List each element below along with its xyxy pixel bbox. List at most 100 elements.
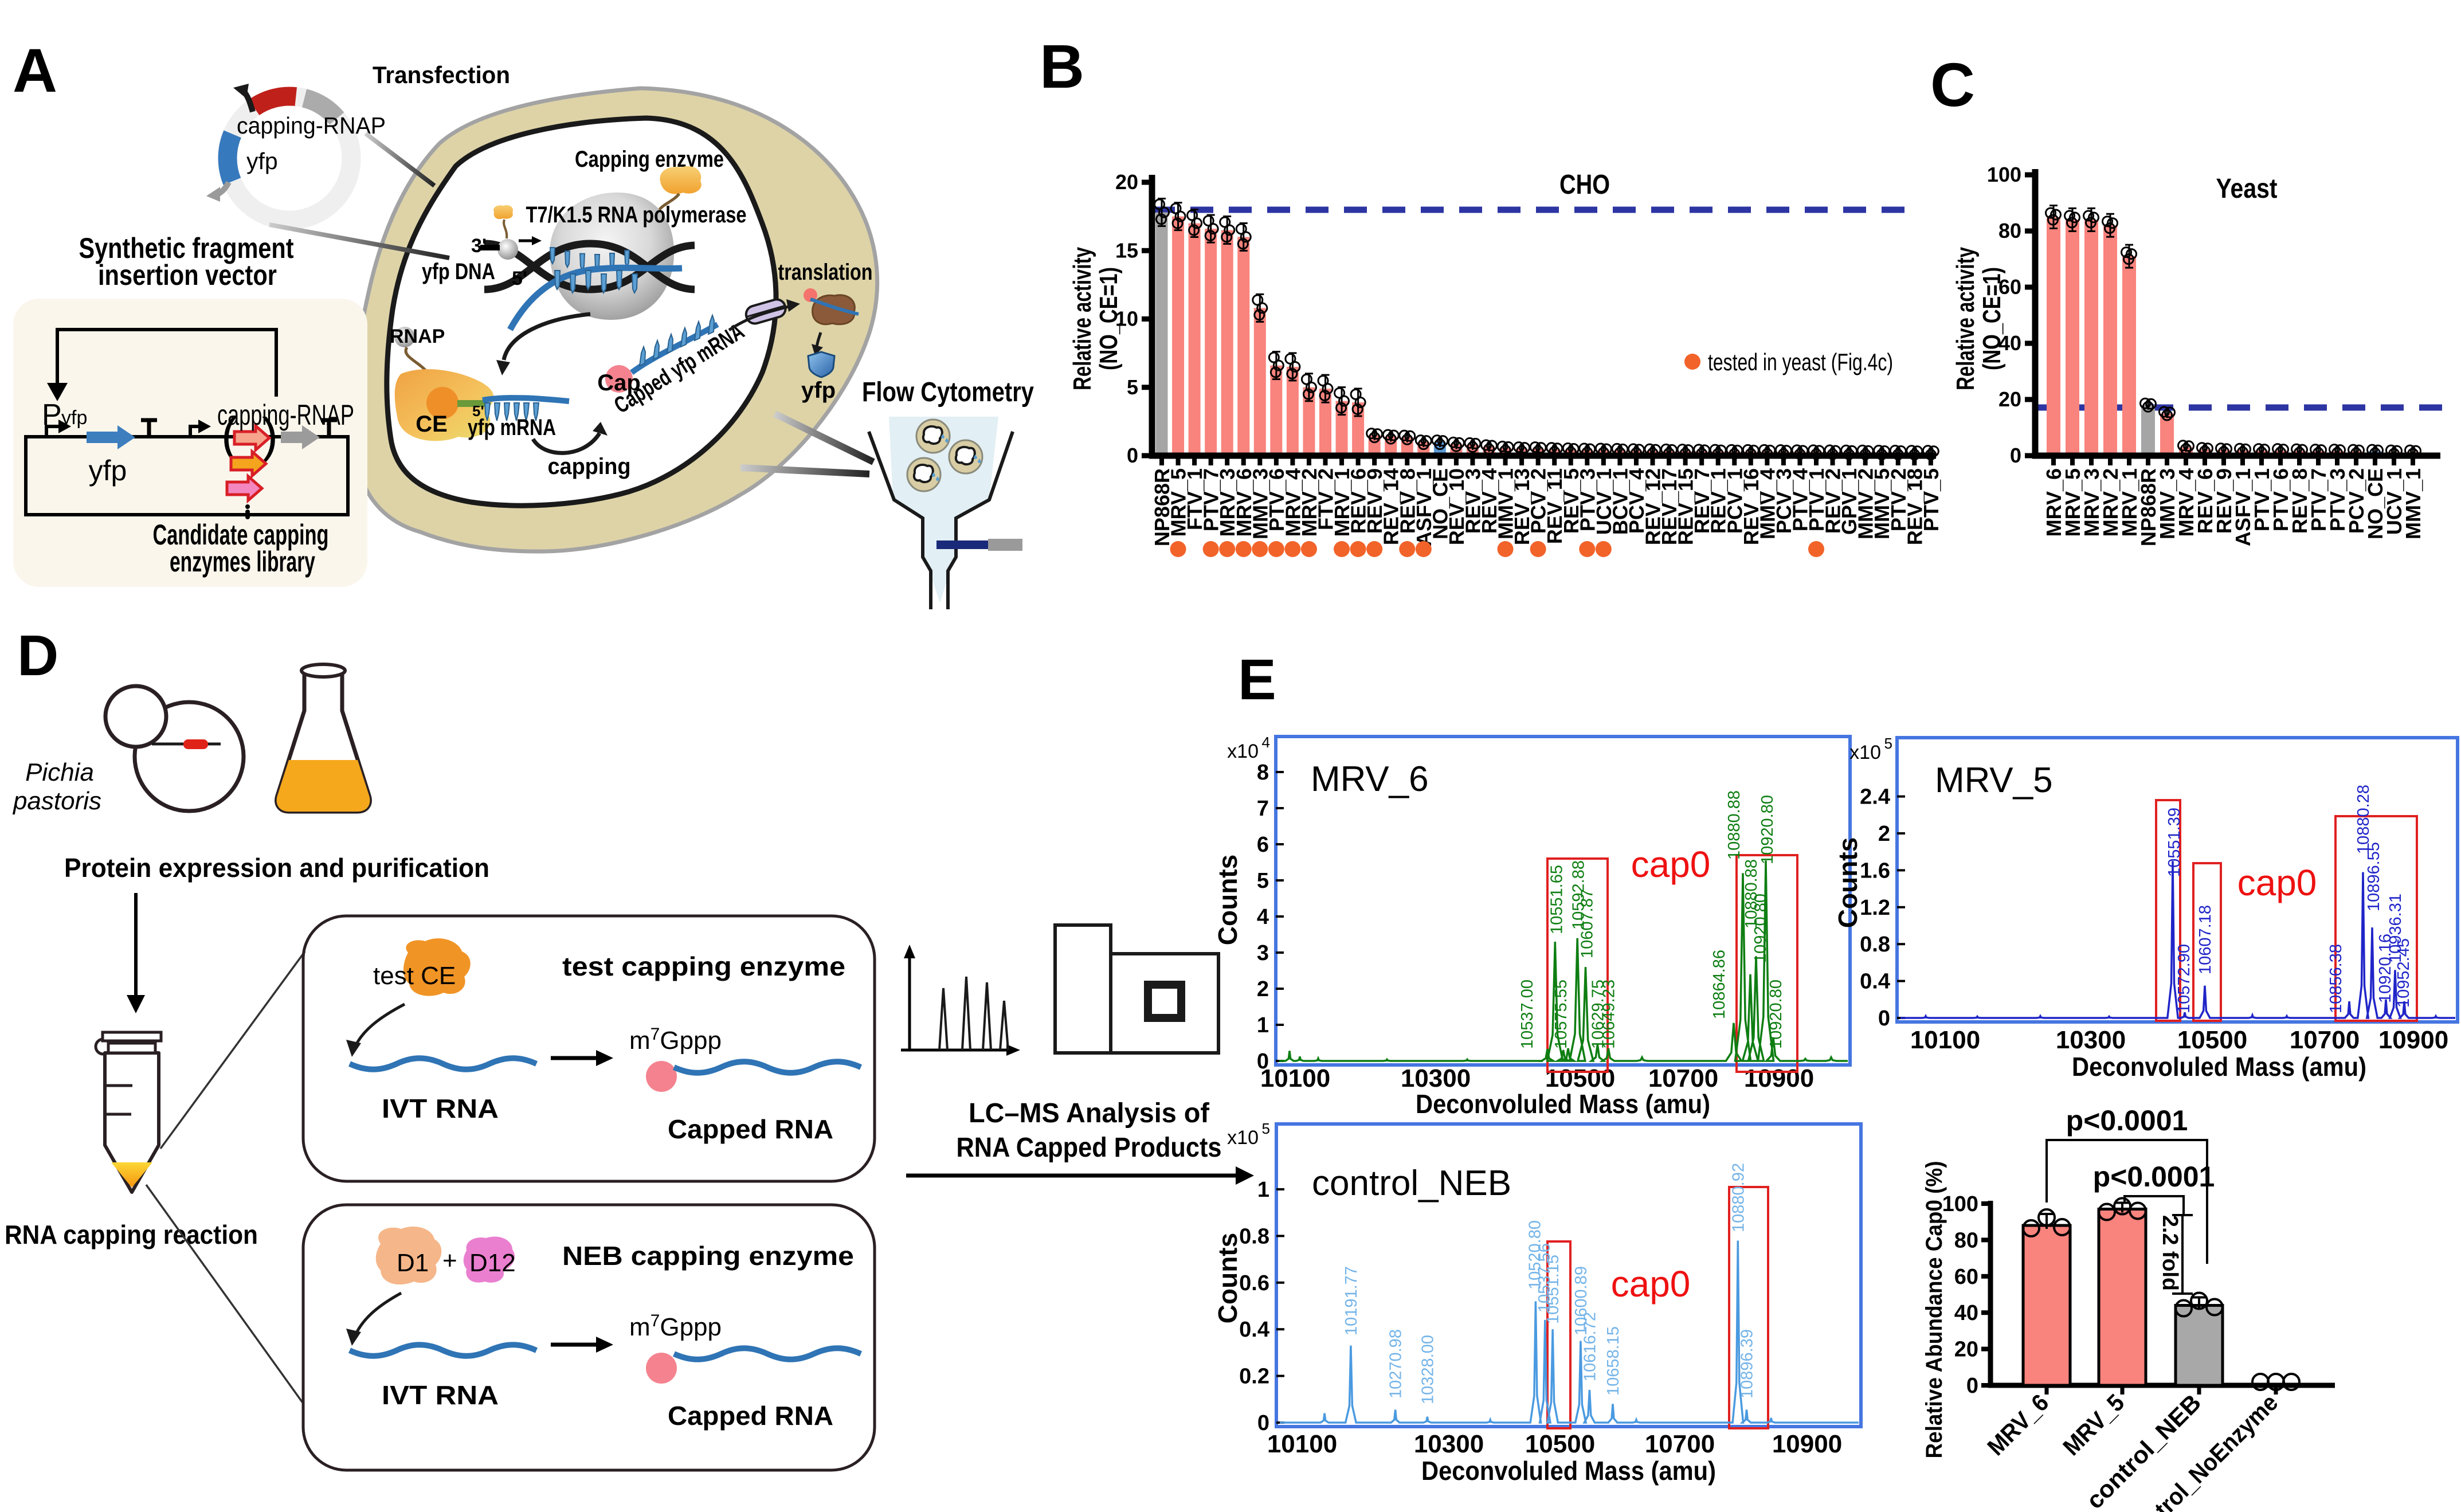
svg-text:MMV_1: MMV_1 (2401, 468, 2425, 539)
svg-text:5: 5 (1262, 1120, 1270, 1137)
svg-text:10592.88: 10592.88 (1569, 860, 1588, 930)
svg-text:10: 10 (1115, 307, 1138, 331)
svg-text:10300: 10300 (2056, 1026, 2126, 1054)
svg-text:40: 40 (1954, 1301, 1978, 1325)
svg-text:4: 4 (1257, 905, 1269, 929)
svg-text:translation: translation (778, 260, 873, 285)
svg-text:Synthetic fragment: Synthetic fragment (79, 232, 294, 264)
svg-text:80: 80 (1998, 219, 2021, 242)
svg-text:insertion vector: insertion vector (98, 259, 277, 291)
svg-text:+: + (442, 1247, 457, 1275)
svg-text:10900: 10900 (2378, 1026, 2448, 1054)
svg-text:0.8: 0.8 (1860, 933, 1890, 957)
svg-text:MMV_5: MMV_5 (1870, 468, 1894, 539)
svg-text:MMV_1: MMV_1 (1494, 468, 1518, 539)
svg-text:10551.39: 10551.39 (2165, 808, 2184, 877)
svg-text:IVT RNA: IVT RNA (382, 1380, 499, 1410)
svg-text:GPV_1: GPV_1 (1837, 468, 1861, 535)
svg-text:3: 3 (1257, 941, 1269, 965)
svg-text:REV_13: REV_13 (1510, 468, 1534, 545)
svg-text:test capping enzyme: test capping enzyme (562, 951, 845, 981)
svg-text:10880.88: 10880.88 (1742, 859, 1761, 929)
svg-text:5': 5' (472, 402, 484, 420)
svg-text:cap0: cap0 (2237, 862, 2317, 903)
svg-text:10629.75: 10629.75 (1589, 980, 1607, 1049)
svg-text:10551.15: 10551.15 (1544, 1255, 1562, 1324)
svg-text:REV_4: REV_4 (1478, 468, 1501, 534)
svg-text:10300: 10300 (1401, 1064, 1471, 1092)
svg-text:control_NEB: control_NEB (1312, 1164, 1511, 1203)
svg-text:10700: 10700 (2290, 1026, 2360, 1054)
svg-text:0.8: 0.8 (1239, 1224, 1269, 1248)
svg-text:0: 0 (1257, 1049, 1269, 1074)
svg-text:Capped RNA: Capped RNA (668, 1401, 833, 1431)
svg-text:x10: x10 (1227, 1127, 1259, 1149)
svg-text:REV_8: REV_8 (2288, 468, 2311, 534)
svg-text:10575.55: 10575.55 (1552, 980, 1570, 1049)
svg-text:Yeast: Yeast (2216, 174, 2278, 204)
svg-text:Deconvoluled Mass (amu): Deconvoluled Mass (amu) (1421, 1456, 1716, 1486)
svg-text:ASFV_1: ASFV_1 (2231, 468, 2255, 546)
svg-text:D12: D12 (469, 1249, 516, 1277)
svg-text:8: 8 (1257, 761, 1269, 785)
svg-text:0: 0 (1878, 1006, 1890, 1031)
svg-text:CE: CE (416, 412, 448, 437)
svg-text:1.6: 1.6 (1860, 859, 1890, 883)
svg-text:20: 20 (1998, 387, 2021, 411)
svg-text:10100: 10100 (1910, 1026, 1980, 1054)
svg-text:10100: 10100 (1267, 1430, 1337, 1458)
svg-text:MRV_5: MRV_5 (1167, 468, 1190, 536)
svg-text:MRV_6: MRV_6 (2042, 468, 2066, 536)
svg-text:MRV_4: MRV_4 (1281, 468, 1304, 536)
svg-text:Counts: Counts (1833, 837, 1863, 928)
svg-text:capping-RNAP: capping-RNAP (217, 399, 354, 431)
svg-text:BCV_1: BCV_1 (1608, 468, 1632, 535)
svg-text:UCV_1: UCV_1 (1592, 468, 1616, 535)
svg-text:MRV_3: MRV_3 (2080, 468, 2103, 536)
svg-text:UCV_1: UCV_1 (2382, 468, 2406, 535)
svg-text:10649.23: 10649.23 (1600, 980, 1618, 1049)
svg-text:REV_6: REV_6 (2193, 468, 2217, 534)
svg-text:(NO_CE=1): (NO_CE=1) (1978, 267, 2006, 370)
svg-text:Relative Abundance Cap0 (%): Relative Abundance Cap0 (%) (1922, 1161, 1947, 1459)
svg-text:D1: D1 (397, 1249, 429, 1277)
svg-text:REV_15: REV_15 (1674, 468, 1698, 545)
svg-text:0.2: 0.2 (1239, 1365, 1269, 1389)
svg-text:REV_2: REV_2 (1821, 468, 1845, 534)
svg-text:MRV_3: MRV_3 (1216, 468, 1239, 536)
svg-text:5': 5' (512, 268, 527, 289)
svg-text:NO_CE: NO_CE (1428, 468, 1452, 539)
svg-text:T7/K1.5 RNA polymerase: T7/K1.5 RNA polymerase (526, 202, 747, 228)
svg-text:10616.72: 10616.72 (1581, 1312, 1599, 1381)
svg-text:2.2 fold: 2.2 fold (2158, 1215, 2182, 1291)
svg-text:PTV_7: PTV_7 (2307, 468, 2330, 531)
svg-text:10500: 10500 (2177, 1026, 2247, 1054)
svg-text:RNA Capped Products: RNA Capped Products (957, 1133, 1222, 1163)
svg-text:15: 15 (1115, 238, 1138, 262)
svg-text:10864.86: 10864.86 (1710, 950, 1729, 1019)
svg-text:10920.80: 10920.80 (1758, 795, 1777, 864)
svg-text:RNA capping reaction: RNA capping reaction (5, 1220, 258, 1249)
svg-text:Deconvoluled Mass (amu): Deconvoluled Mass (amu) (2072, 1052, 2366, 1082)
svg-text:REV_14: REV_14 (1380, 468, 1403, 545)
svg-text:REV_3: REV_3 (1461, 468, 1484, 534)
svg-text:MMV_4: MMV_4 (1755, 468, 1779, 539)
svg-text:10920.80: 10920.80 (1751, 894, 1770, 963)
svg-text:Relative activity: Relative activity (1068, 247, 1096, 390)
svg-text:REV_18: REV_18 (1903, 468, 1926, 545)
svg-text:capping-RNAP: capping-RNAP (237, 112, 386, 139)
svg-text:PTV_7: PTV_7 (1200, 468, 1223, 531)
svg-text:40: 40 (1998, 331, 2021, 355)
svg-text:REV_8: REV_8 (1396, 468, 1419, 534)
svg-text:Counts: Counts (1213, 855, 1243, 945)
svg-text:enzymes library: enzymes library (170, 546, 315, 578)
svg-text:10920.80: 10920.80 (1767, 980, 1785, 1049)
svg-text:10607.87: 10607.87 (1578, 889, 1597, 958)
svg-text:MRV_2: MRV_2 (1298, 468, 1321, 536)
svg-text:cap0: cap0 (1631, 844, 1711, 885)
svg-text:D: D (17, 624, 58, 688)
svg-text:10328.00: 10328.00 (1418, 1335, 1437, 1404)
svg-text:10896.55: 10896.55 (2365, 842, 2383, 911)
svg-text:FTV_2: FTV_2 (1314, 468, 1338, 530)
svg-text:10100: 10100 (1260, 1064, 1330, 1092)
